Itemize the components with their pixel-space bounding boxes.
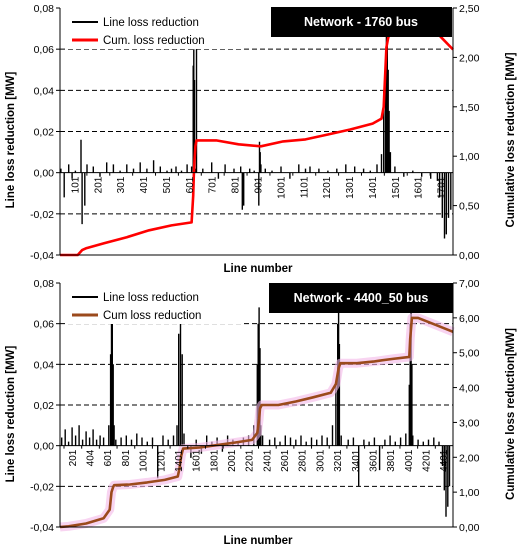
x-tick-label: 4401 (439, 449, 450, 472)
x-tick-label: 501 (162, 176, 173, 193)
x-tick-label: 1601 (192, 449, 203, 472)
y-tick-label: 0,00 (34, 441, 55, 453)
y-tick-label: 0,02 (34, 127, 55, 139)
series-cum-loss-reduction (59, 31, 454, 257)
y-tick-label: 0,02 (34, 400, 55, 412)
x-tick-label: 1001 (139, 449, 150, 472)
y2-tick-label: 0,00 (459, 522, 480, 534)
y2-tick-label: 2,00 (459, 452, 480, 464)
chart-panel-4400-50-bus: 0,08 0,06 0,04 0,02 0,00 -0,02 -0,04 7,00 6,00 5,… (5, 278, 517, 547)
y2-tick-label: 0,50 (459, 201, 480, 213)
x-tick-label: 701 (208, 176, 219, 193)
x-tick-label: 901 (254, 176, 265, 193)
x-tick-label: 2801 (298, 449, 309, 472)
y2-tick-label: 4,00 (459, 383, 480, 395)
x-tick-label: 601 (103, 449, 114, 466)
x-tick-label: 1601 (414, 176, 425, 199)
y2-tick-label: 0,00 (459, 250, 480, 262)
x-tick-label: 3201 (333, 449, 344, 472)
x-tick-label: 404 (86, 449, 97, 466)
x-tick-label: 301 (116, 176, 127, 193)
legend-box (66, 286, 242, 324)
network-annotation-box (269, 283, 453, 313)
x-tick-label: 1501 (391, 176, 402, 199)
series-line (60, 32, 452, 239)
x-tick-label: 1001 (276, 176, 287, 199)
x-tick-label: 2401 (262, 449, 273, 472)
y2-tick-label: 3,00 (459, 417, 480, 429)
x-tick-label: 801 (231, 176, 242, 193)
y2-tick-label: 7,00 (459, 278, 480, 290)
x-tick-label: 3601 (368, 449, 379, 472)
x-tick-label: 801 (121, 449, 132, 466)
y2-tick-label: 5,00 (459, 348, 480, 360)
x-tick-label: 4001 (404, 449, 415, 472)
y-axis-label-right: Cumulative loss reduction [MW] (505, 52, 517, 227)
legend-entry-line-loss: Line loss reduction (103, 17, 199, 29)
series-line-loss-reduction (60, 32, 452, 239)
y-axis-label-right: Cumulative loss reduction[MW] (505, 328, 517, 500)
y2-tick-label: 1,50 (459, 102, 480, 114)
x-tick-label: 1701 (437, 176, 448, 199)
y2-tick-label: 6,00 (459, 313, 480, 325)
x-tick-label: 4201 (422, 449, 433, 472)
axes: 0,08 0,06 0,04 0,02 0,00 -0,02 -0,04 7,00 6,00 5,… (30, 278, 480, 534)
legend-entry-line-loss: Line loss reduction (103, 292, 199, 304)
x-tick-label: 2601 (280, 449, 291, 472)
x-tick-label: 1801 (209, 449, 220, 472)
series-layer (59, 31, 454, 257)
y-tick-label: 0,00 (34, 168, 55, 180)
y-tick-label: -0,02 (30, 481, 54, 493)
x-tick-label: 401 (139, 176, 150, 193)
legend-entry-cum-loss: Cum. loss reduction (103, 35, 205, 47)
x-tick-label: 1401 (174, 449, 185, 472)
network-annotation-box (271, 7, 452, 37)
x-tick-label: 3401 (351, 449, 362, 472)
x-tick-label: 1201 (322, 176, 333, 199)
x-axis-label: Line number (223, 263, 293, 275)
series-glow (59, 313, 455, 532)
legend-entry-cum-loss: Cum loss reduction (103, 310, 201, 322)
x-tick-label: 3001 (315, 449, 326, 472)
x-tick-label: 101 (70, 176, 81, 193)
y-tick-label: 0,08 (34, 278, 55, 290)
x-tick-label: 601 (185, 176, 196, 193)
x-tick-label: 3801 (386, 449, 397, 472)
x-tick-label: 201 (68, 449, 79, 466)
y-tick-label: 0,06 (34, 44, 55, 56)
x-tick-label: 1201 (156, 449, 167, 472)
network-annotation: Network - 1760 bus (304, 15, 418, 29)
y-tick-label: 0,04 (34, 85, 55, 97)
grid (60, 48, 453, 215)
y-tick-label: -0,04 (30, 522, 54, 534)
x-tick-label: 201 (93, 176, 104, 193)
y2-tick-label: 2,00 (459, 52, 480, 64)
y-axis-label-left: Line loss reduction [MW] (5, 71, 17, 208)
x-axis-label: Line number (223, 535, 293, 547)
chart-panel-1760-bus: 0,08 0,06 0,04 0,02 0,00 -0,02 -0,04 2,50 2,00 1,… (5, 3, 517, 275)
y-axis-label-left: Line loss reduction [MW] (5, 345, 17, 482)
x-tick-label: 2001 (227, 449, 238, 472)
y-tick-label: -0,02 (30, 209, 54, 221)
axes: 0,08 0,06 0,04 0,02 0,00 -0,02 -0,04 2,50 2,00 1,… (30, 3, 480, 262)
network-annotation: Network - 4400_50 bus (294, 291, 429, 305)
y-tick-label: 0,06 (34, 319, 55, 331)
y2-tick-label: 2,50 (459, 3, 480, 15)
y-tick-label: 0,08 (34, 3, 55, 15)
y2-tick-label: 1,00 (459, 487, 480, 499)
legend-box (66, 11, 242, 49)
x-tick-label: 2201 (245, 449, 256, 472)
x-tick-label: 1401 (368, 176, 379, 199)
y-tick-label: 0,04 (34, 359, 55, 371)
x-tick-label: 1101 (299, 176, 310, 198)
series-cum-loss-reduction (59, 313, 455, 532)
y2-tick-label: 1,00 (459, 151, 480, 163)
x-tick-label: 1301 (345, 176, 356, 199)
series-line (60, 31, 454, 257)
series-layer (59, 307, 455, 532)
y-tick-label: -0,04 (30, 250, 54, 262)
